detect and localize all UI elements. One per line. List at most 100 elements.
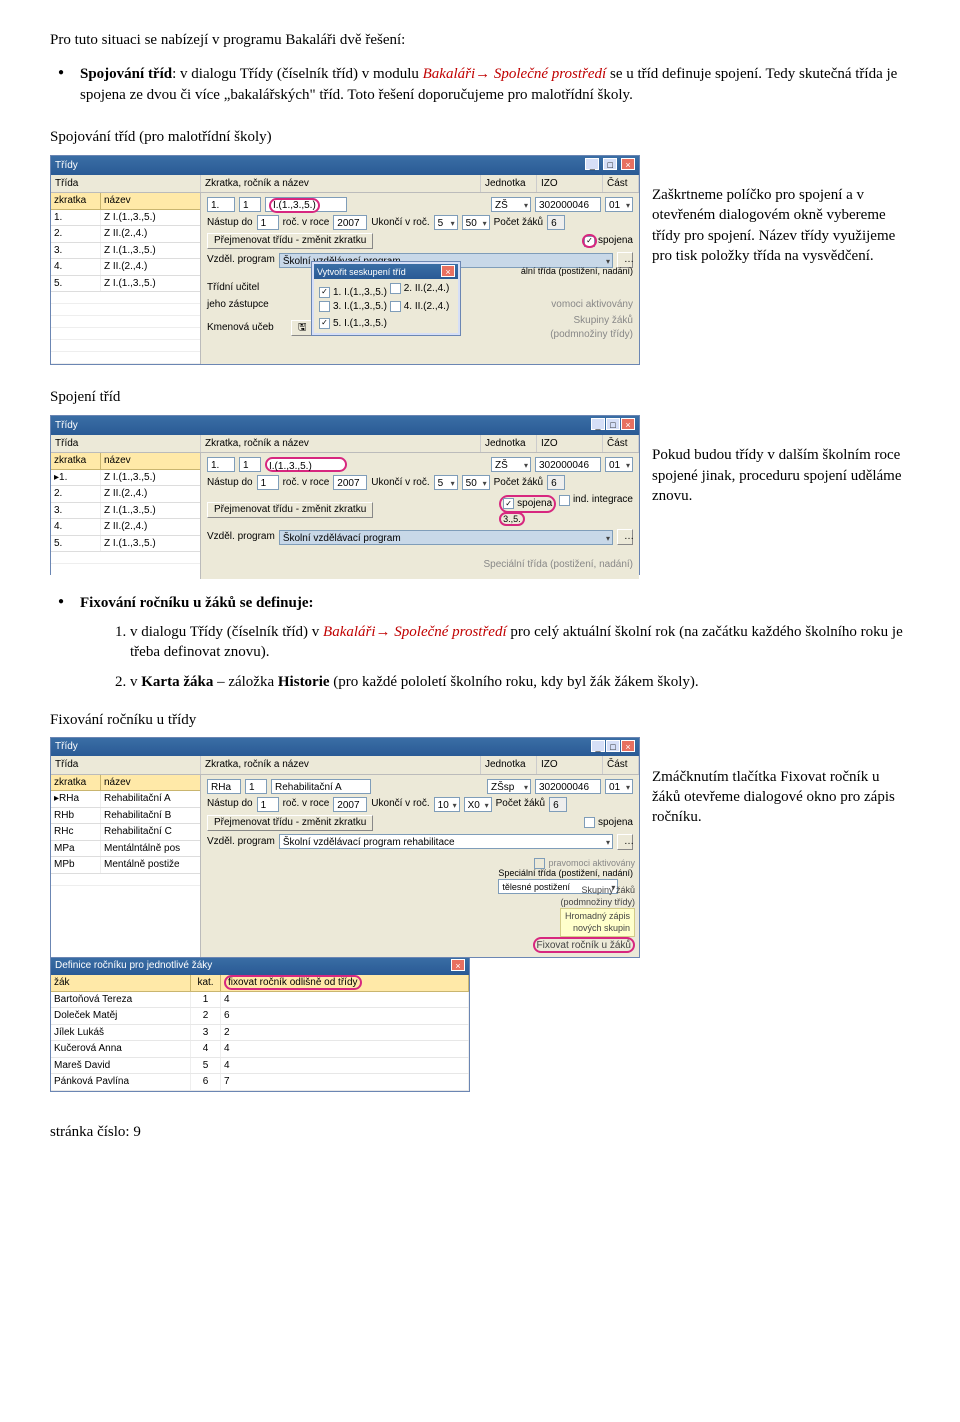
close-icon[interactable]: × xyxy=(621,158,635,170)
table-row[interactable]: Mareš David54 xyxy=(51,1058,469,1075)
nazev-input[interactable]: Rehabilitační A xyxy=(271,779,371,794)
window-buttons: _ □ × xyxy=(584,158,635,173)
titlebar: Třídy _ □ × xyxy=(51,156,639,175)
aside-3: Zmáčknutím tlačítka Fixovat ročník u žák… xyxy=(652,737,910,828)
popup-row[interactable]: 2. II.(2.,4.) xyxy=(390,282,450,296)
close-icon[interactable]: × xyxy=(441,265,455,277)
zkratka-input[interactable]: RHa xyxy=(207,779,241,794)
minimize-icon[interactable]: _ xyxy=(591,418,605,430)
path-red-1: Bakaláři→ Společné prostředí xyxy=(423,66,607,82)
aside-1: Zaškrtneme políčko pro spojení a v otevř… xyxy=(652,155,910,266)
room-button[interactable]: 🖫 xyxy=(291,320,313,336)
grouping-popup: Vytvořit seskupení tříd × ✓1. I.(1.,3.,5… xyxy=(311,261,461,336)
fixovat-button[interactable]: Fixovat ročník u žáků xyxy=(533,937,635,953)
popup-title: Vytvořit seskupení tříd × xyxy=(314,264,458,279)
program-input[interactable]: Školní vzdělávací program rehabilitace xyxy=(279,834,613,849)
table-row[interactable]: ▸1.Z I.(1.,3.,5.) xyxy=(51,470,200,487)
path-red-2: Bakaláři→ Společné prostředí xyxy=(323,624,507,640)
minimize-icon[interactable]: _ xyxy=(591,740,605,752)
table-row[interactable]: ▸RHaRehabilitační A xyxy=(51,791,200,808)
pocet-zaku: 6 xyxy=(547,215,565,230)
column-header: Třída Zkratka, ročník a název Jednotka I… xyxy=(51,175,639,194)
table-row[interactable]: MPbMentálně postiže xyxy=(51,857,200,874)
close-icon[interactable]: × xyxy=(451,959,465,971)
maximize-icon[interactable]: □ xyxy=(606,418,620,430)
popup-row[interactable]: ✓5. I.(1.,3.,5.) xyxy=(319,317,387,331)
table-row[interactable]: 3.Z I.(1.,3.,5.) xyxy=(51,503,200,520)
table-row[interactable]: 2.Z II.(2.,4.) xyxy=(51,226,200,243)
spojena-checkbox[interactable]: spojena xyxy=(584,816,633,830)
rename-button[interactable]: Přejmenovat třídu - změnit zkratku xyxy=(207,815,373,831)
sec3-head: Fixování ročníku u třídy xyxy=(50,710,910,730)
table-row[interactable]: 1.Z I.(1.,3.,5.) xyxy=(51,210,200,227)
popup-row[interactable]: 4. II.(2.,4.) xyxy=(390,300,450,314)
spojena-checkbox[interactable]: ✓spojena xyxy=(584,234,633,248)
popup-row[interactable]: 3. I.(1.,3.,5.) xyxy=(319,300,387,314)
zkratka-input[interactable]: 1. xyxy=(207,197,235,212)
spojena-checkbox[interactable]: ✓spojena xyxy=(499,495,556,513)
aside-2: Pokud budou třídy v dalším školním roce … xyxy=(652,415,910,506)
window-title: Třídy xyxy=(55,419,78,433)
table-row[interactable]: 5.Z I.(1.,3.,5.) xyxy=(51,536,200,553)
indint-checkbox[interactable]: ind. integrace xyxy=(559,493,633,507)
num-item-1: v dialogu Třídy (číselník tříd) v Bakalá… xyxy=(130,622,910,663)
maximize-icon[interactable]: □ xyxy=(606,740,620,752)
form-panel: 1. 1 I.(1.,3.,5.) ZŠ 302000046 01 Nástup… xyxy=(201,193,639,364)
table-row[interactable]: Doleček Matěj26 xyxy=(51,1008,469,1025)
table-row[interactable]: Kučerová Anna44 xyxy=(51,1041,469,1058)
table-row[interactable]: Bartoňová Tereza14 xyxy=(51,992,469,1009)
close-icon[interactable]: × xyxy=(621,740,635,752)
solution-spojovani: Spojování tříd: v dialogu Třídy (číselní… xyxy=(80,64,910,105)
page-number: stránka číslo: 9 xyxy=(50,1122,910,1142)
dialog-title: Definice ročníku pro jednotlivé žáky xyxy=(55,959,212,973)
pocet-plan-input[interactable]: 50 xyxy=(462,215,490,230)
bullet-fixovani: Fixování ročníku u žáků se definuje: v d… xyxy=(80,593,910,692)
popup-row[interactable]: ✓1. I.(1.,3.,5.) xyxy=(319,286,387,300)
table-row[interactable]: RHcRehabilitační C xyxy=(51,824,200,841)
table-row[interactable]: 4.Z II.(2.,4.) xyxy=(51,259,200,276)
spojene-trid: 3.,5. xyxy=(499,512,525,526)
ukonci-input[interactable]: 5 xyxy=(434,215,458,230)
num-item-2: v Karta žáka – záložka Historie (pro kaž… xyxy=(130,672,910,692)
table-row[interactable]: 4.Z II.(2.,4.) xyxy=(51,519,200,536)
rocnik-input[interactable]: 1 xyxy=(245,779,267,794)
window-tridy-1: Třídy _ □ × Třída Zkratka, ročník a náze… xyxy=(50,155,640,365)
table-row[interactable]: 3.Z I.(1.,3.,5.) xyxy=(51,243,200,260)
rocnik-input[interactable]: 1 xyxy=(239,457,261,472)
cast-input[interactable]: 01 xyxy=(605,457,633,472)
jednotka-input[interactable]: ZŠ xyxy=(491,197,531,212)
izo-input[interactable]: 302000046 xyxy=(535,779,601,794)
rename-button[interactable]: Přejmenovat třídu - změnit zkratku xyxy=(207,233,373,249)
intro-text: Pro tuto situaci se nabízejí v programu … xyxy=(50,30,910,50)
izo-input[interactable]: 302000046 xyxy=(535,197,601,212)
izo-input[interactable]: 302000046 xyxy=(535,457,601,472)
class-grid: zkratkanázev 1.Z I.(1.,3.,5.) 2.Z II.(2.… xyxy=(51,193,201,364)
table-row[interactable]: Pánková Pavlína67 xyxy=(51,1074,469,1091)
program-input[interactable]: Školní vzdělávací program xyxy=(279,530,613,545)
hromadny-note: Hromadný zápis nových skupin xyxy=(560,908,635,936)
nazev-input[interactable]: I.(1.,3.,5.) xyxy=(265,197,347,212)
sec2-head: Spojení tříd xyxy=(50,387,910,407)
cast-input[interactable]: 01 xyxy=(605,197,633,212)
nazev-input[interactable]: I.(1.,3.,5.) xyxy=(265,457,347,472)
nastup-input[interactable]: 1 xyxy=(257,215,279,230)
table-row[interactable]: RHbRehabilitační B xyxy=(51,808,200,825)
zkratka-input[interactable]: 1. xyxy=(207,457,235,472)
solution-list: Spojování tříd: v dialogu Třídy (číselní… xyxy=(50,64,910,105)
jednotka-input[interactable]: ZŠ xyxy=(491,457,531,472)
close-icon[interactable]: × xyxy=(621,418,635,430)
rename-button[interactable]: Přejmenovat třídu - změnit zkratku xyxy=(207,502,373,518)
table-row[interactable]: Jílek Lukáš32 xyxy=(51,1025,469,1042)
rocnik-input[interactable]: 1 xyxy=(239,197,261,212)
rok-input[interactable]: 2007 xyxy=(333,215,367,230)
window-tridy-3: Třídy _□× Třída Zkratka, ročník a název … xyxy=(50,737,640,958)
window-title: Třídy xyxy=(55,159,78,173)
table-row[interactable]: 2.Z II.(2.,4.) xyxy=(51,486,200,503)
table-row[interactable]: MPaMentálntálně pos xyxy=(51,841,200,858)
minimize-icon[interactable]: _ xyxy=(585,158,599,170)
cast-input[interactable]: 01 xyxy=(605,779,633,794)
table-row[interactable]: 5.Z I.(1.,3.,5.) xyxy=(51,276,200,293)
maximize-icon[interactable]: □ xyxy=(603,158,617,170)
jednotka-input[interactable]: ZŠsp xyxy=(487,779,531,794)
sec1-head: Spojování tříd (pro malotřídní školy) xyxy=(50,127,910,147)
